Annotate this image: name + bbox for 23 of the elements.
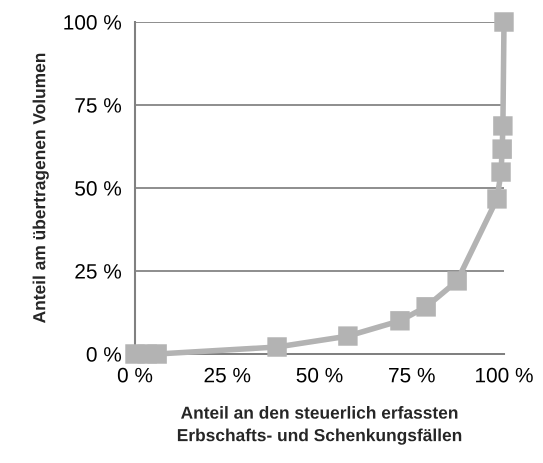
point	[487, 189, 507, 209]
y-tick-label: 50 %	[75, 181, 122, 196]
point	[492, 139, 512, 159]
y-tick-label: 75 %	[75, 98, 122, 113]
point	[493, 116, 513, 136]
point	[491, 162, 511, 182]
point	[447, 271, 467, 291]
x-tick-label: 100 %	[476, 368, 533, 382]
point	[390, 311, 410, 331]
x-axis-title: Anteil an den steuerlich erfassten Erbschafts- und Schenkungsfällen	[178, 406, 462, 445]
point	[416, 297, 436, 317]
x-tick-label: 25 %	[204, 368, 250, 382]
point	[267, 337, 287, 357]
x-tick-label: 50 %	[296, 368, 343, 382]
y-axis-title: Anteil am übertragenen Volumen	[32, 54, 49, 323]
y-tick-label: 25 %	[75, 264, 122, 279]
x-tick-label: 75 %	[389, 368, 435, 382]
point	[338, 326, 358, 346]
point	[147, 344, 167, 364]
x-tick-label: 0 %	[118, 368, 152, 382]
point	[494, 12, 514, 32]
y-tick-label: 0 %	[86, 347, 122, 362]
y-tick-label: 100 %	[64, 15, 122, 30]
